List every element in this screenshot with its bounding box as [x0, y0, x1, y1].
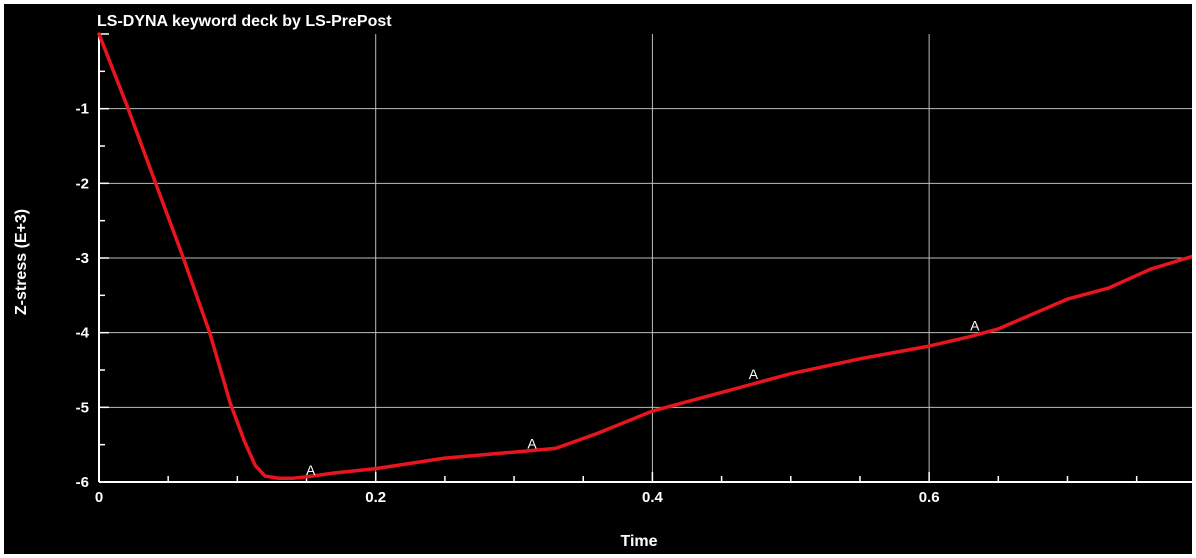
x-tick-label: 0.2: [365, 489, 386, 506]
y-tick-label: -1: [76, 101, 89, 118]
series-marker-label: A: [527, 436, 537, 452]
tick-labels: -1 -2 -3 -4 -5 -6 0 0.2 0.4 0.6: [76, 101, 940, 506]
y-tick-label: -2: [76, 175, 89, 192]
series-marker-label: A: [749, 366, 759, 382]
y-tick-label: -6: [76, 474, 89, 491]
chart-svg: LS-DYNA keyword deck by LS-PrePost A A AA …: [13, 13, 1192, 550]
chart-title: LS-DYNA keyword deck by LS-PrePost: [97, 13, 392, 30]
y-tick-label: -3: [76, 250, 89, 267]
x-tick-label: 0.4: [642, 489, 664, 506]
series-layer: A A A A: [97, 32, 1192, 481]
series-line: [97, 32, 1192, 481]
series-marker-label: A: [970, 318, 980, 334]
x-tick-label: 0.6: [919, 489, 940, 506]
y-tick-label: -5: [76, 399, 89, 416]
series-marker-label: A: [306, 462, 316, 478]
x-axis-label: Time: [620, 533, 657, 550]
y-tick-label: -4: [76, 325, 90, 342]
x-tick-label: 0: [95, 489, 103, 506]
axes: [98, 33, 1192, 483]
y-axis-label: Z-stress (E+3): [13, 209, 30, 315]
grid: [99, 34, 1192, 482]
